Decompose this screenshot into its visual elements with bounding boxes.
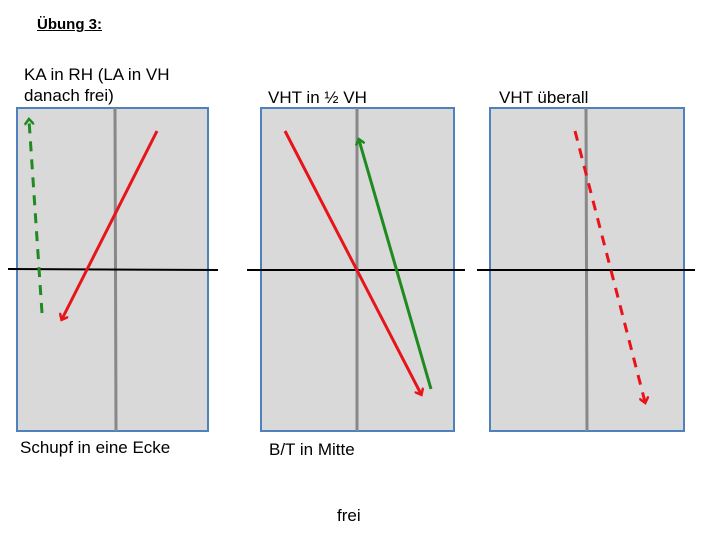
panel-2-title: VHT in ½ VH [268,88,367,107]
exercise-title: Übung 3: [37,16,102,33]
green-arrow [359,140,433,390]
panel-3-title: VHT überall [499,88,589,107]
green-dashed-arrow [29,120,44,314]
panel-1-title: KA in RH (LA in VH danach frei) [24,65,170,105]
red-arrow [283,130,421,394]
footer-label: frei [337,506,361,525]
panel-1-table [7,107,219,432]
panel-2-caption: B/T in Mitte [269,440,355,459]
panel-3-table [477,107,695,432]
net-line [7,268,219,271]
red-arrow [62,130,159,319]
panel-2-table [247,107,465,432]
panel-1-caption: Schupf in eine Ecke [20,438,171,457]
